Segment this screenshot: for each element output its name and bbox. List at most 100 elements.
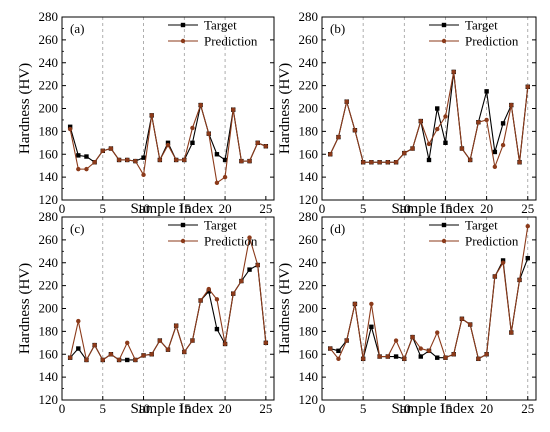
- data-point-prediction: [157, 157, 163, 163]
- y-tick-label: 180: [39, 323, 59, 338]
- legend-marker: [180, 238, 186, 244]
- data-point-prediction: [360, 356, 366, 362]
- data-point-prediction: [92, 342, 97, 348]
- data-point-prediction: [328, 152, 333, 157]
- series-line: [69, 264, 267, 362]
- data-point-target: [76, 346, 81, 351]
- data-point-prediction: [263, 144, 269, 149]
- data-point-prediction: [149, 352, 154, 357]
- panel-label: (a): [70, 21, 84, 36]
- legend-marker: [441, 38, 447, 44]
- y-tick-label: 280: [39, 209, 59, 224]
- data-point-prediction: [182, 349, 187, 355]
- data-point-prediction: [76, 318, 81, 324]
- x-tick-label: 25: [259, 201, 272, 216]
- data-point-target: [165, 140, 171, 146]
- y-tick-label: 140: [39, 169, 59, 184]
- y-tick-label: 260: [39, 32, 59, 47]
- data-point-prediction: [247, 158, 252, 164]
- y-tick-label: 180: [299, 123, 319, 138]
- data-point-target: [393, 354, 399, 359]
- data-point-target: [206, 289, 211, 294]
- data-point-target: [443, 140, 448, 146]
- y-tick-label: 160: [39, 146, 59, 161]
- data-point-prediction: [525, 84, 530, 89]
- data-point-prediction: [76, 166, 81, 172]
- y-tick-label: 140: [299, 369, 319, 384]
- data-point-prediction: [385, 354, 391, 359]
- data-point-prediction: [360, 160, 366, 165]
- data-point-prediction: [410, 334, 415, 340]
- y-tick-label: 120: [299, 192, 319, 207]
- data-point-prediction: [125, 157, 130, 163]
- legend-marker: [180, 222, 186, 228]
- data-point-prediction: [492, 274, 498, 279]
- data-point-target: [369, 324, 374, 329]
- legend-marker: [441, 22, 447, 28]
- data-point-target: [525, 255, 530, 261]
- data-point-prediction: [484, 117, 489, 123]
- legend-marker: [441, 222, 447, 228]
- legend-label: Prediction: [204, 234, 258, 249]
- data-point-prediction: [344, 338, 349, 343]
- legend-label: Target: [204, 218, 237, 233]
- data-point-prediction: [393, 160, 399, 165]
- data-point-target: [125, 357, 130, 363]
- series-line: [69, 237, 267, 362]
- x-axis-label: Sample Index: [131, 401, 214, 417]
- data-point-prediction: [385, 160, 391, 165]
- data-point-prediction: [369, 301, 374, 307]
- y-tick-label: 160: [299, 146, 319, 161]
- data-point-prediction: [451, 69, 456, 75]
- legend-label: Prediction: [465, 34, 519, 49]
- data-point-prediction: [108, 352, 114, 357]
- data-point-prediction: [443, 355, 448, 360]
- legend-label: Target: [465, 218, 498, 233]
- y-tick-label: 240: [39, 55, 59, 70]
- data-point-prediction: [206, 131, 211, 136]
- data-point-prediction: [459, 316, 465, 321]
- x-tick-label: 25: [521, 401, 534, 416]
- y-tick-label: 280: [299, 209, 319, 224]
- legend-marker: [441, 238, 447, 244]
- data-point-prediction: [222, 174, 228, 180]
- data-point-target: [247, 267, 252, 272]
- x-tick-label: 20: [480, 201, 493, 216]
- data-point-target: [214, 326, 220, 332]
- chart-panel: 120 140 160 180 200 220 240 260 280 0 5 10 15 20 25 Sam…: [277, 9, 537, 217]
- y-tick-label: 240: [39, 255, 59, 270]
- data-point-prediction: [116, 157, 122, 163]
- data-point-prediction: [509, 330, 514, 335]
- x-tick-label: 0: [319, 401, 326, 416]
- x-tick-label: 20: [480, 401, 493, 416]
- data-point-target: [190, 140, 195, 146]
- y-tick-label: 160: [299, 346, 319, 361]
- data-point-prediction: [352, 128, 358, 133]
- y-tick-label: 220: [39, 278, 59, 293]
- data-point-prediction: [190, 338, 195, 343]
- y-tick-label: 160: [39, 346, 59, 361]
- y-axis-label: Hardness (HV): [277, 63, 293, 154]
- data-point-prediction: [377, 160, 382, 165]
- data-point-target: [435, 106, 440, 111]
- data-point-prediction: [426, 348, 432, 354]
- y-tick-label: 120: [39, 392, 59, 407]
- y-tick-label: 180: [39, 123, 59, 138]
- data-point-prediction: [369, 160, 374, 165]
- data-point-prediction: [206, 286, 211, 292]
- y-tick-label: 200: [39, 301, 59, 316]
- data-point-prediction: [108, 146, 114, 151]
- y-tick-label: 120: [299, 392, 319, 407]
- x-tick-label: 25: [521, 201, 534, 216]
- x-tick-label: 5: [360, 201, 367, 216]
- data-point-prediction: [100, 357, 105, 363]
- data-point-prediction: [255, 140, 260, 146]
- x-tick-label: 15: [178, 201, 191, 216]
- data-point-prediction: [231, 107, 236, 112]
- data-point-prediction: [141, 172, 146, 178]
- data-point-prediction: [84, 357, 89, 363]
- x-tick-label: 20: [219, 201, 232, 216]
- data-point-prediction: [336, 134, 341, 140]
- data-point-prediction: [500, 142, 506, 148]
- data-point-prediction: [67, 126, 73, 132]
